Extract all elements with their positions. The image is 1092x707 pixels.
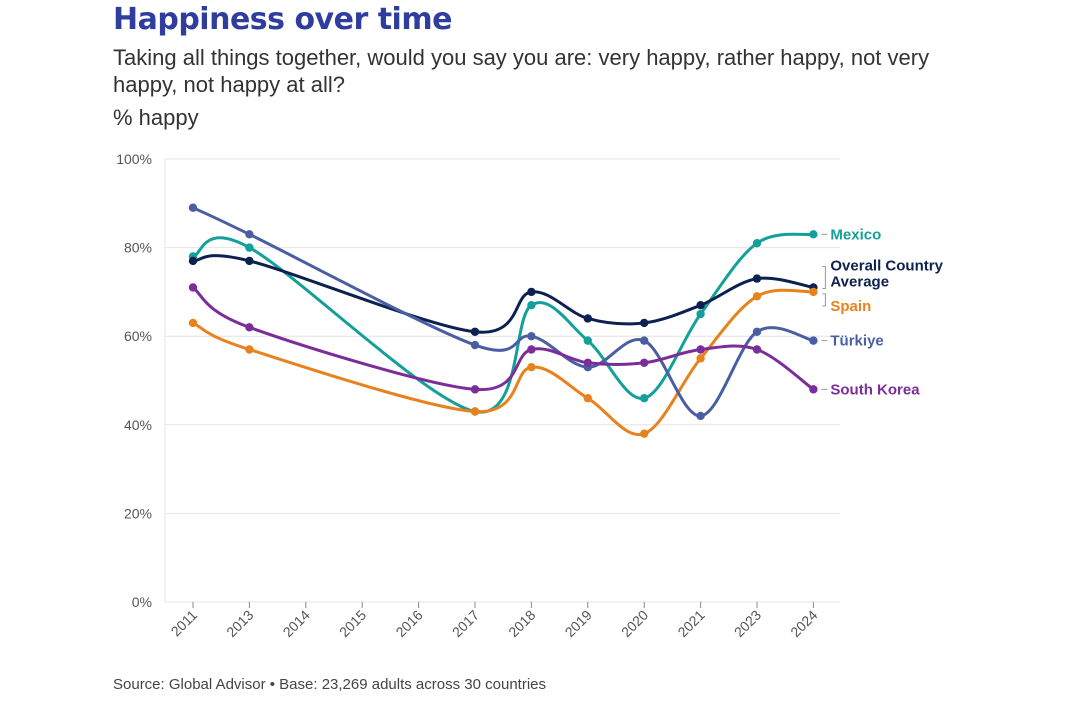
series-line-mexico xyxy=(191,232,815,414)
series-label-spain: Spain xyxy=(830,298,871,315)
series-label-overall-country-average: Overall Country Average xyxy=(830,257,943,290)
x-tick-label: 2017 xyxy=(449,607,482,640)
data-point-mexico xyxy=(809,230,818,239)
x-tick-label: 2018 xyxy=(505,607,538,640)
data-point-overall-country-average xyxy=(696,300,705,310)
data-point-mexico xyxy=(583,336,592,345)
label-connector xyxy=(822,265,826,289)
y-tick-label: 100% xyxy=(116,151,152,167)
data-point-south-korea xyxy=(640,358,649,367)
series-line-south-korea xyxy=(191,285,815,391)
series-line-spain xyxy=(191,288,815,437)
data-point-spain xyxy=(696,354,705,363)
y-tick-label: 0% xyxy=(132,594,152,610)
series-points xyxy=(188,203,818,438)
x-tick-label: 2011 xyxy=(168,607,201,640)
data-point-turkiye xyxy=(809,336,818,345)
chart-title: Happiness over time xyxy=(113,2,452,37)
data-point-overall-country-average xyxy=(527,287,536,297)
data-point-turkiye xyxy=(188,203,198,212)
data-point-mexico xyxy=(752,238,762,248)
y-axis: 0% 20% 40% 60% 80% 100% xyxy=(116,151,166,610)
data-point-turkiye xyxy=(752,327,762,336)
data-point-spain xyxy=(640,429,649,438)
x-tick-label: 2016 xyxy=(392,607,425,640)
y-tick-label: 40% xyxy=(124,417,152,433)
data-point-mexico xyxy=(640,394,649,403)
x-tick-label: 2020 xyxy=(618,607,651,640)
series-label-turkiye: Türkiye xyxy=(830,333,883,350)
data-point-spain xyxy=(188,318,198,328)
data-point-spain xyxy=(527,363,536,372)
series-line-turkiye xyxy=(191,206,815,418)
data-point-south-korea xyxy=(752,345,762,354)
chart-subtitle: Taking all things together, would you sa… xyxy=(113,45,930,97)
x-tick-label: 2013 xyxy=(223,607,256,640)
data-point-turkiye xyxy=(245,230,254,239)
data-point-south-korea xyxy=(583,358,592,367)
series-label-mexico: Mexico xyxy=(830,226,881,243)
x-tick-label: 2023 xyxy=(731,607,764,640)
data-point-south-korea xyxy=(245,323,254,332)
data-point-overall-country-average xyxy=(188,256,198,266)
data-point-spain xyxy=(470,407,480,416)
y-tick-label: 60% xyxy=(124,328,152,344)
data-point-mexico xyxy=(696,309,705,319)
data-point-south-korea xyxy=(809,385,818,394)
data-point-turkiye xyxy=(640,336,649,345)
data-point-mexico xyxy=(245,243,254,252)
data-point-spain xyxy=(245,345,254,354)
data-point-south-korea xyxy=(696,345,705,354)
x-tick-label: 2015 xyxy=(336,607,369,640)
x-tick-label: 2019 xyxy=(562,607,595,640)
data-point-overall-country-average xyxy=(245,256,254,266)
data-point-mexico xyxy=(527,300,536,310)
series-labels: Mexico Overall Country Average Spain Türkiye… xyxy=(821,226,944,398)
y-axis-unit-label: % happy xyxy=(113,105,199,130)
y-tick-label: 20% xyxy=(124,505,152,521)
data-point-overall-country-average xyxy=(583,314,592,323)
data-point-turkiye xyxy=(470,340,480,350)
data-point-turkiye xyxy=(527,332,536,341)
data-point-south-korea xyxy=(470,385,480,394)
data-point-overall-country-average xyxy=(640,318,649,328)
data-point-overall-country-average xyxy=(752,274,762,283)
data-point-south-korea xyxy=(527,345,536,354)
x-tick-label: 2024 xyxy=(787,607,820,640)
data-point-overall-country-average xyxy=(470,327,480,336)
x-tick-label: 2021 xyxy=(674,607,707,640)
data-point-spain xyxy=(583,394,592,403)
gridlines xyxy=(165,158,840,603)
x-tick-label: 2014 xyxy=(280,607,313,640)
data-point-south-korea xyxy=(188,283,198,292)
series-label-south-korea: South Korea xyxy=(830,381,920,398)
series-line-overall-country-average xyxy=(191,254,815,334)
series-lines xyxy=(191,206,815,437)
label-connector xyxy=(822,293,826,307)
data-point-spain xyxy=(752,292,762,301)
y-tick-label: 80% xyxy=(124,240,152,256)
source-caption: Source: Global Advisor • Base: 23,269 ad… xyxy=(113,676,546,693)
data-point-spain xyxy=(809,287,818,297)
data-point-turkiye xyxy=(696,411,705,421)
x-axis: 2011 2013 2014 2015 2016 2017 2018 2019 2020 2021… xyxy=(168,602,821,640)
